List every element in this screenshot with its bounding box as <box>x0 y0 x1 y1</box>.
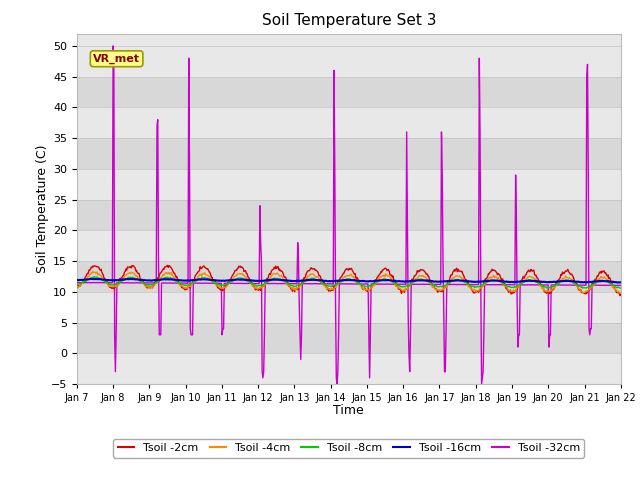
Bar <box>77 46 621 77</box>
Bar <box>77 169 621 200</box>
Y-axis label: Soil Temperature (C): Soil Temperature (C) <box>36 144 49 273</box>
Bar <box>77 108 621 138</box>
Bar <box>77 77 621 108</box>
Bar <box>77 200 621 230</box>
Bar <box>77 292 621 323</box>
Bar <box>77 353 621 384</box>
Legend: Tsoil -2cm, Tsoil -4cm, Tsoil -8cm, Tsoil -16cm, Tsoil -32cm: Tsoil -2cm, Tsoil -4cm, Tsoil -8cm, Tsoi… <box>113 439 584 457</box>
Title: Soil Temperature Set 3: Soil Temperature Set 3 <box>262 13 436 28</box>
Bar <box>77 138 621 169</box>
X-axis label: Time: Time <box>333 405 364 418</box>
Bar <box>77 261 621 292</box>
Bar <box>77 230 621 261</box>
Text: VR_met: VR_met <box>93 54 140 64</box>
Bar <box>77 323 621 353</box>
